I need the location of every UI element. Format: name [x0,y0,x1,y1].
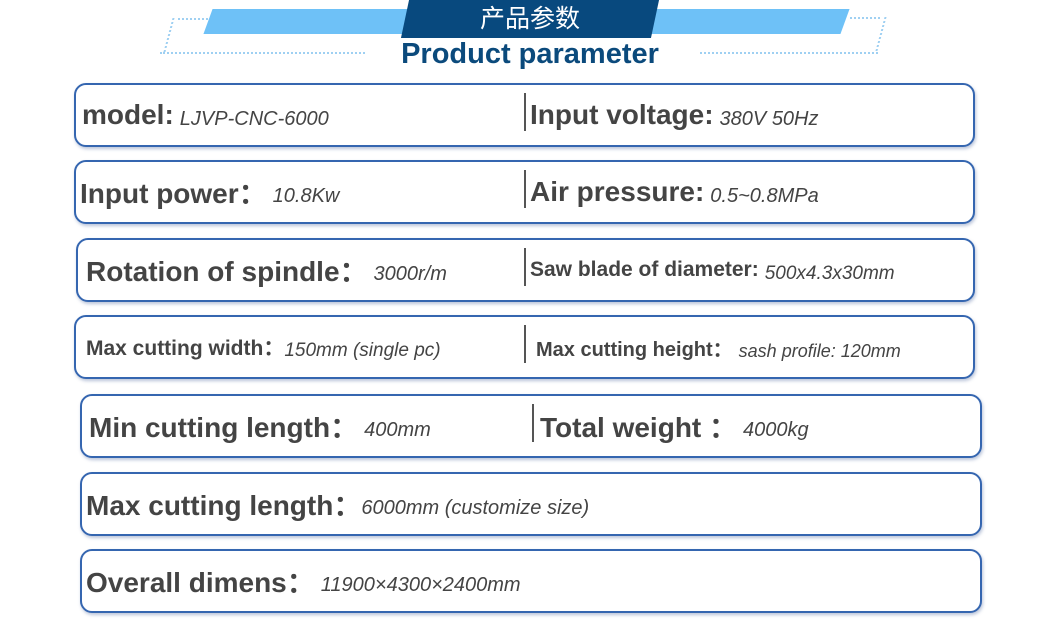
param-input-voltage: Input voltage: 380V 50Hz [530,85,819,145]
divider [524,248,526,286]
dotted-line [850,17,880,19]
param-row-spindle: Rotation of spindle： 3000r/m Saw blade of… [76,238,975,302]
param-label: Max cutting width： [86,337,285,360]
param-value: 11900×4300×2400mm [320,573,521,596]
param-max-cutting-width: Max cutting width： 150mm (single pc) [86,317,441,377]
param-label: Total weight ： [540,412,738,443]
divider [524,170,526,208]
param-row-cutting-width: Max cutting width： 150mm (single pc) Max … [74,315,975,379]
param-input-power: Input power： 10.8Kw [80,162,339,222]
param-value: sash profile: 120mm [738,340,901,361]
param-row-dimensions: Overall dimens： 11900×4300×2400mm [80,549,982,613]
param-value: 6000mm (customize size) [361,496,590,519]
title-chinese: 产品参数 [479,4,580,33]
param-label: Max cutting height： [536,338,733,361]
param-value: 500x4.3x30mm [764,263,895,284]
param-max-cutting-height: Max cutting height： sash profile: 120mm [536,317,901,377]
param-label: Saw blade of diameter: [530,258,759,281]
param-value: 4000kg [743,418,809,441]
param-max-cutting-length: Max cutting length： 6000mm (customize siz… [86,474,589,534]
param-air-pressure: Air pressure: 0.5~0.8MPa [530,162,819,222]
param-label: Input power： [80,178,267,209]
divider [524,325,526,363]
param-value: 10.8Kw [272,184,340,207]
param-row-model: model: LJVP-CNC-6000 Input voltage: 380V 5… [74,83,975,147]
param-label: model: [82,99,174,130]
param-label: Air pressure: [530,176,705,207]
param-overall-dimens: Overall dimens： 11900×4300×2400mm [86,551,521,611]
divider [524,93,526,131]
param-value: 400mm [364,418,431,441]
param-row-max-length: Max cutting length： 6000mm (customize siz… [80,472,982,536]
param-label: Input voltage: [530,99,714,130]
param-row-power: Input power： 10.8Kw Air pressure: 0.5~0.8M… [74,160,975,224]
param-value: 150mm (single pc) [284,340,441,361]
dotted-line [160,52,365,54]
param-row-min-length: Min cutting length： 400mm Total weight ： 4… [80,394,982,458]
divider [532,404,534,442]
param-total-weight: Total weight ： 4000kg [540,396,809,456]
param-value: 3000r/m [373,262,447,285]
param-label: Rotation of spindle： [86,256,368,287]
param-value: 380V 50Hz [719,107,819,130]
dotted-line [178,18,208,20]
param-model: model: LJVP-CNC-6000 [82,85,329,145]
param-saw-blade: Saw blade of diameter: 500x4.3x30mm [530,240,895,300]
param-min-cutting-length: Min cutting length： 400mm [89,396,431,456]
title-english: Product parameter [401,38,659,70]
param-label: Max cutting length： [86,490,362,521]
param-value: LJVP-CNC-6000 [179,107,329,130]
dotted-line [700,52,878,54]
header-band-right [625,9,850,34]
param-label: Min cutting length： [89,412,359,443]
dotted-line [875,17,887,51]
param-value: 0.5~0.8MPa [710,184,819,207]
param-rotation-spindle: Rotation of spindle： 3000r/m [86,240,447,300]
param-label: Overall dimens： [86,567,315,598]
dotted-line [163,18,175,52]
